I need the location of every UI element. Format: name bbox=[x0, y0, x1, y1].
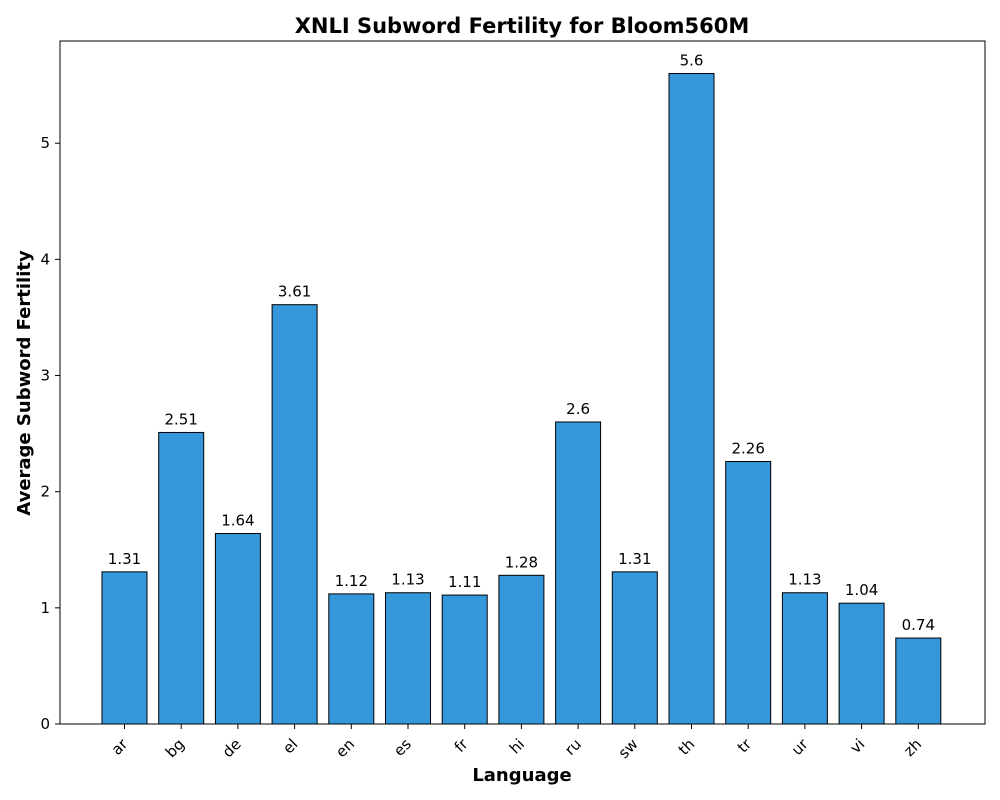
value-label-fr: 1.11 bbox=[448, 573, 481, 591]
chart-title: XNLI Subword Fertility for Bloom560M bbox=[295, 14, 750, 38]
value-label-ru: 2.6 bbox=[566, 400, 590, 418]
bar-ur bbox=[781, 592, 828, 725]
value-label-vi: 1.04 bbox=[845, 581, 878, 599]
bar-el bbox=[271, 304, 318, 725]
x-tick-label-el: el bbox=[279, 735, 301, 757]
value-label-bg: 2.51 bbox=[164, 410, 197, 428]
value-label-hi: 1.28 bbox=[505, 553, 538, 571]
x-tick-label-vi: vi bbox=[846, 735, 868, 757]
bar-ru bbox=[555, 421, 602, 725]
bar-tr bbox=[725, 460, 772, 725]
bar-th bbox=[668, 73, 715, 725]
bar-zh bbox=[895, 637, 942, 725]
value-label-tr: 2.26 bbox=[731, 439, 764, 457]
bar-es bbox=[385, 592, 431, 725]
x-tick-label-es: es bbox=[390, 735, 415, 760]
bars bbox=[101, 73, 942, 725]
x-tick-label-ru: ru bbox=[561, 735, 585, 759]
y-axis-label: Average Subword Fertility bbox=[14, 250, 35, 516]
x-axis-label: Language bbox=[472, 765, 571, 786]
y-tick-label-0: 0 bbox=[40, 715, 50, 733]
x-tick-label-en: en bbox=[332, 735, 358, 761]
y-tick-label-5: 5 bbox=[40, 134, 50, 152]
value-label-el: 3.61 bbox=[278, 283, 311, 301]
x-tick-label-zh: zh bbox=[900, 735, 925, 760]
bar-de bbox=[214, 533, 261, 725]
value-label-ur: 1.13 bbox=[788, 571, 821, 589]
value-labels: 1.31 2.51 1.64 3.61 1.12 1.13 1.11 1.28 2.6 1.31 5… bbox=[108, 52, 935, 635]
bar-fr bbox=[441, 594, 488, 725]
value-label-zh: 0.74 bbox=[902, 616, 935, 634]
bar-sw bbox=[611, 571, 658, 725]
x-tick-label-de: de bbox=[219, 735, 245, 761]
x-tick-label-th: th bbox=[675, 735, 699, 759]
y-tick-label-1: 1 bbox=[40, 599, 50, 617]
value-label-ar: 1.31 bbox=[108, 550, 141, 568]
bar-hi bbox=[498, 574, 545, 725]
value-label-de: 1.64 bbox=[221, 512, 254, 530]
bar-bg bbox=[158, 431, 205, 725]
value-label-sw: 1.31 bbox=[618, 550, 651, 568]
y-tick-label-2: 2 bbox=[40, 483, 50, 501]
x-tick-label-tr: tr bbox=[734, 735, 756, 757]
y-tick-label-4: 4 bbox=[40, 250, 50, 268]
x-tick-label-ur: ur bbox=[788, 735, 812, 759]
bar-ar bbox=[101, 571, 148, 725]
x-tick-label-bg: bg bbox=[162, 735, 188, 761]
y-axis-ticks: 0 1 2 3 4 5 bbox=[40, 134, 60, 733]
x-tick-label-fr: fr bbox=[451, 735, 472, 756]
x-tick-label-hi: hi bbox=[506, 735, 528, 757]
value-label-th: 5.6 bbox=[680, 52, 704, 70]
x-tick-label-sw: sw bbox=[615, 735, 642, 762]
bar-en bbox=[328, 593, 375, 725]
value-label-es: 1.13 bbox=[391, 571, 424, 589]
plot-frame bbox=[59, 40, 986, 725]
bar-vi bbox=[838, 602, 885, 725]
x-axis-ticks: ar bg de el en es fr hi ru sw th tr ur vi zh bbox=[108, 724, 925, 762]
value-label-en: 1.12 bbox=[335, 572, 368, 590]
x-tick-label-ar: ar bbox=[108, 735, 132, 759]
y-tick-label-3: 3 bbox=[40, 367, 50, 385]
